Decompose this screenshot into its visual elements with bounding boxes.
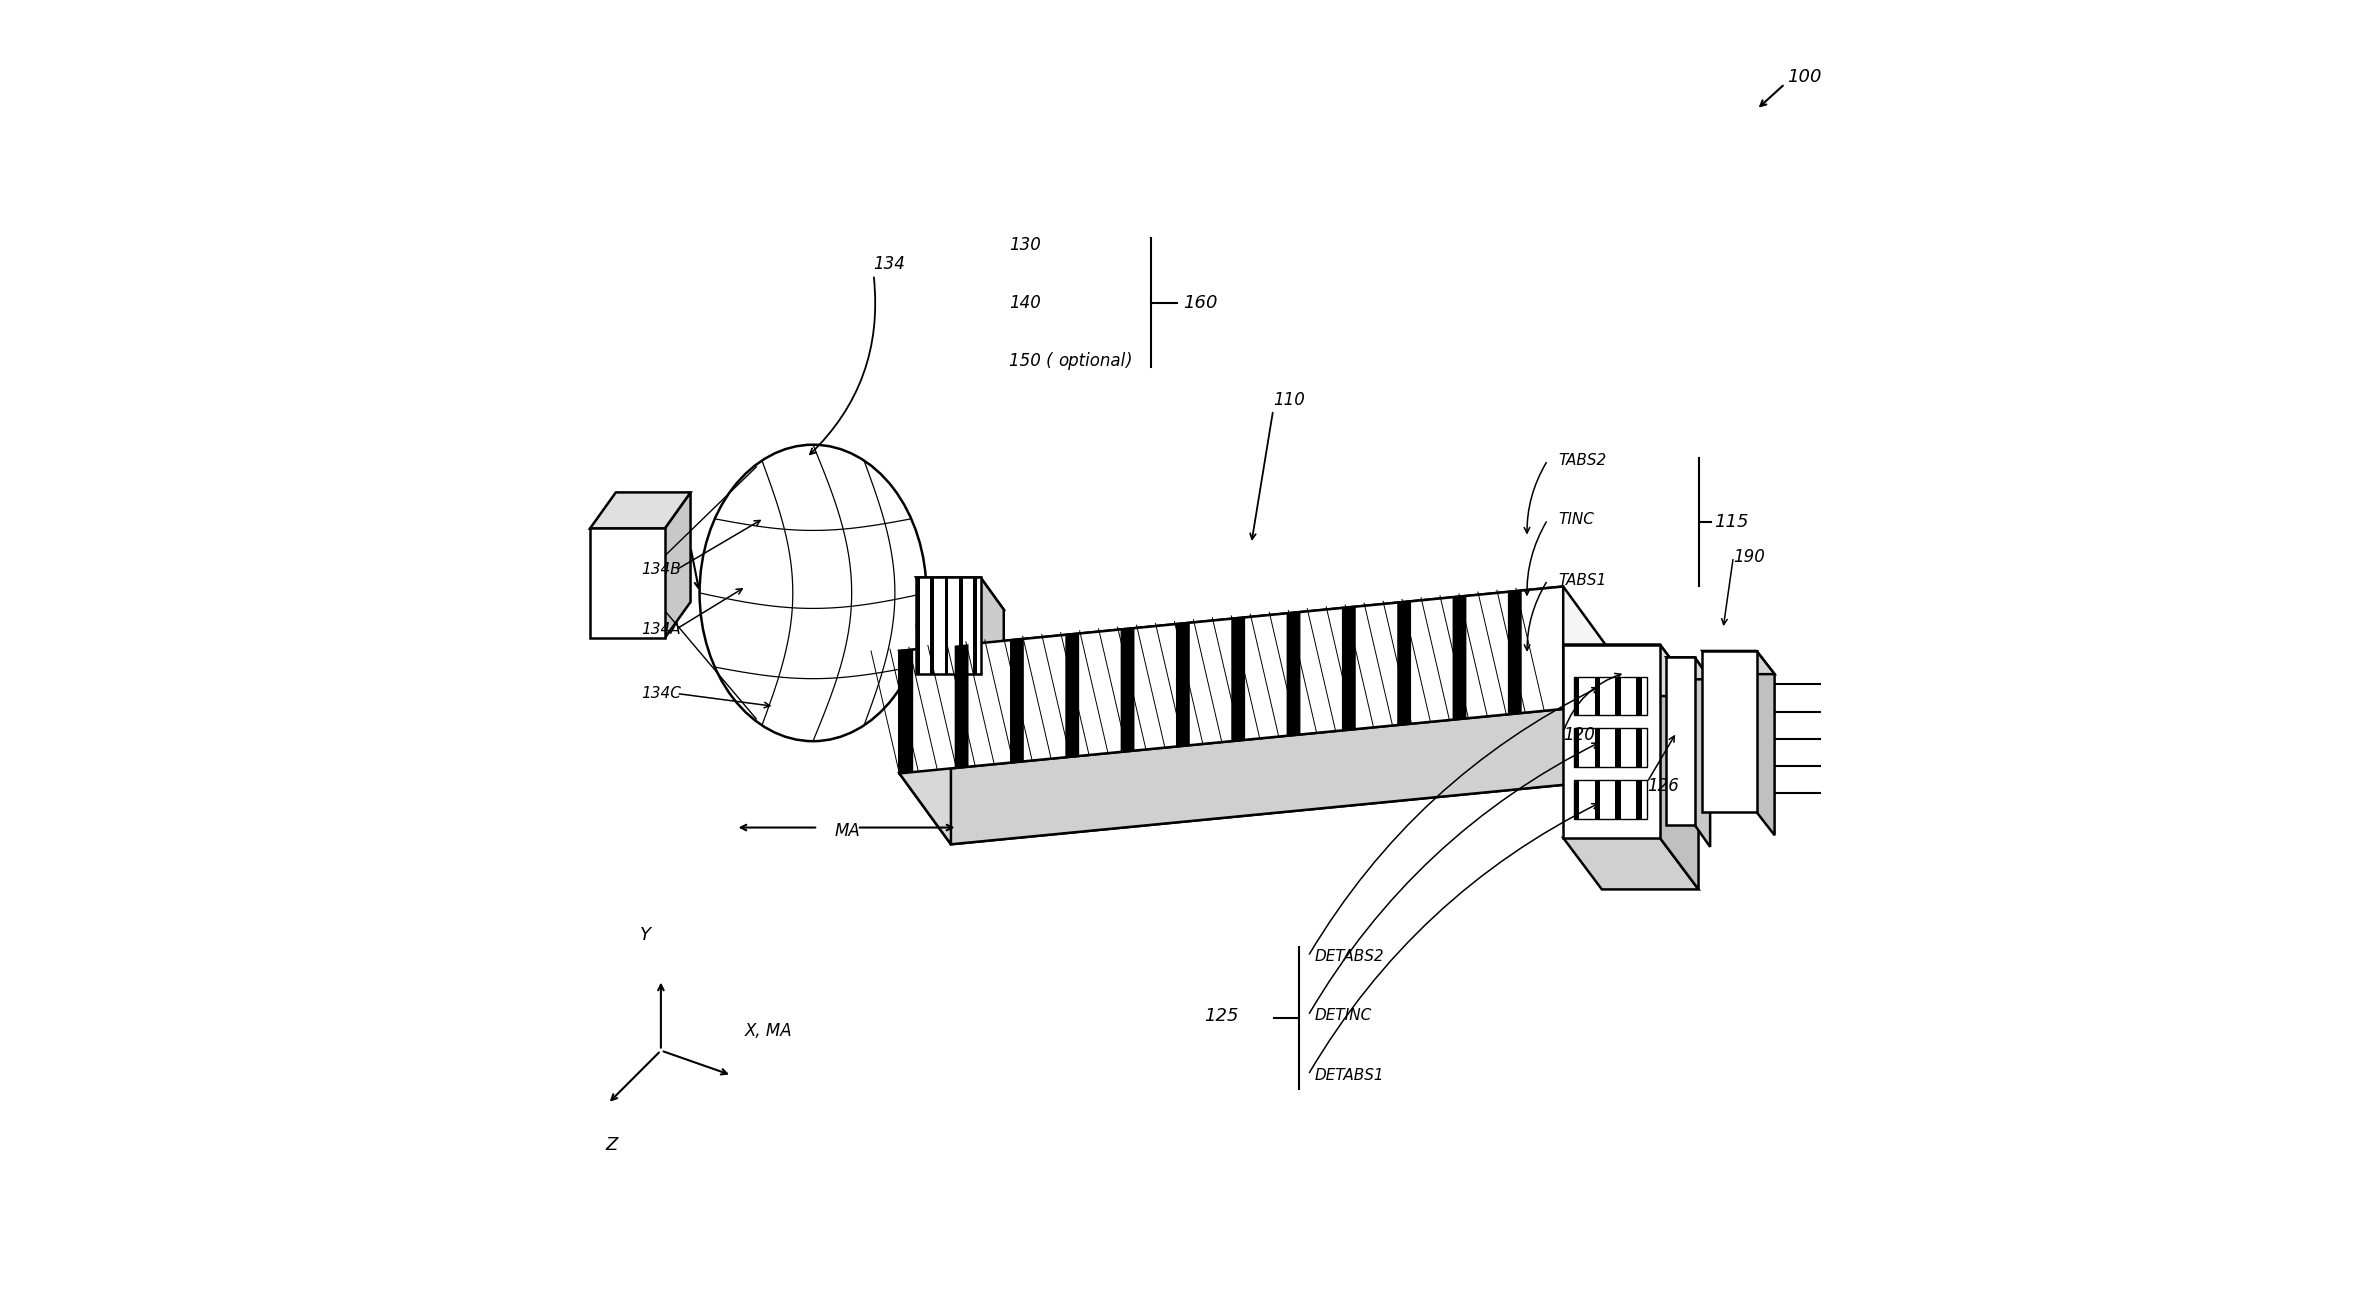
Polygon shape [1562, 838, 1699, 889]
Text: optional: optional [1059, 352, 1125, 370]
Text: MA: MA [835, 822, 861, 840]
Polygon shape [1666, 657, 1694, 825]
Polygon shape [1574, 780, 1647, 819]
Polygon shape [666, 492, 689, 638]
Text: 190: 190 [1734, 548, 1765, 566]
Polygon shape [1617, 677, 1621, 715]
Polygon shape [939, 610, 1005, 706]
Text: 110: 110 [1273, 391, 1306, 409]
Text: 140: 140 [1009, 294, 1040, 312]
Text: TINC: TINC [1558, 512, 1593, 527]
Polygon shape [1562, 644, 1699, 696]
Polygon shape [915, 577, 981, 674]
Text: Z: Z [605, 1136, 619, 1154]
Polygon shape [1009, 639, 1024, 763]
Polygon shape [899, 586, 1614, 722]
Polygon shape [981, 577, 1005, 706]
Polygon shape [1595, 677, 1600, 715]
Polygon shape [1758, 651, 1774, 835]
Text: DETINC: DETINC [1315, 1008, 1372, 1023]
Text: 130: 130 [1009, 236, 1040, 254]
Text: 150 (: 150 ( [1009, 352, 1052, 370]
Polygon shape [974, 577, 976, 674]
Polygon shape [1595, 780, 1600, 819]
Polygon shape [591, 528, 666, 638]
Polygon shape [1176, 623, 1191, 746]
Polygon shape [1666, 657, 1711, 679]
Polygon shape [1704, 651, 1758, 812]
Polygon shape [899, 586, 1562, 773]
Polygon shape [1704, 651, 1774, 674]
Polygon shape [915, 577, 920, 674]
Polygon shape [1574, 728, 1647, 767]
Polygon shape [591, 492, 689, 528]
Polygon shape [955, 644, 969, 768]
Text: 134B: 134B [642, 562, 682, 577]
Polygon shape [1659, 644, 1699, 889]
Polygon shape [1120, 628, 1134, 751]
Polygon shape [1635, 780, 1642, 819]
Text: 100: 100 [1788, 68, 1821, 86]
Polygon shape [1066, 633, 1080, 757]
Polygon shape [899, 651, 951, 844]
Text: Y: Y [640, 926, 652, 944]
Polygon shape [1574, 677, 1647, 715]
Polygon shape [1574, 728, 1579, 767]
Polygon shape [960, 577, 962, 674]
Polygon shape [899, 709, 1614, 844]
Polygon shape [915, 577, 1005, 610]
Polygon shape [1452, 596, 1466, 719]
Polygon shape [899, 650, 913, 773]
Text: 115: 115 [1713, 513, 1748, 531]
Polygon shape [929, 577, 934, 674]
Polygon shape [1398, 601, 1412, 724]
Text: 134A: 134A [642, 621, 680, 637]
Polygon shape [1287, 612, 1301, 736]
Text: ): ) [1125, 352, 1132, 370]
Polygon shape [1595, 728, 1600, 767]
Text: 126: 126 [1647, 777, 1678, 795]
Polygon shape [1635, 677, 1642, 715]
Polygon shape [1694, 657, 1711, 847]
Text: 134C: 134C [642, 686, 682, 701]
Text: 120: 120 [1562, 726, 1595, 744]
Polygon shape [1574, 780, 1579, 819]
Text: TABS2: TABS2 [1558, 452, 1607, 468]
Text: DETABS2: DETABS2 [1315, 949, 1384, 964]
Polygon shape [1617, 780, 1621, 819]
Text: 160: 160 [1184, 294, 1217, 312]
Polygon shape [1231, 617, 1245, 741]
Text: 125: 125 [1205, 1007, 1238, 1025]
Polygon shape [946, 577, 948, 674]
Polygon shape [951, 657, 1614, 844]
Polygon shape [1341, 607, 1355, 731]
Text: TABS1: TABS1 [1558, 572, 1607, 588]
Text: 134: 134 [873, 255, 906, 273]
Text: X, MA: X, MA [744, 1022, 793, 1040]
Polygon shape [1617, 728, 1621, 767]
Polygon shape [1635, 728, 1642, 767]
Polygon shape [1562, 644, 1659, 838]
Polygon shape [1508, 590, 1522, 714]
Polygon shape [1574, 677, 1579, 715]
Text: DETABS1: DETABS1 [1315, 1067, 1384, 1083]
